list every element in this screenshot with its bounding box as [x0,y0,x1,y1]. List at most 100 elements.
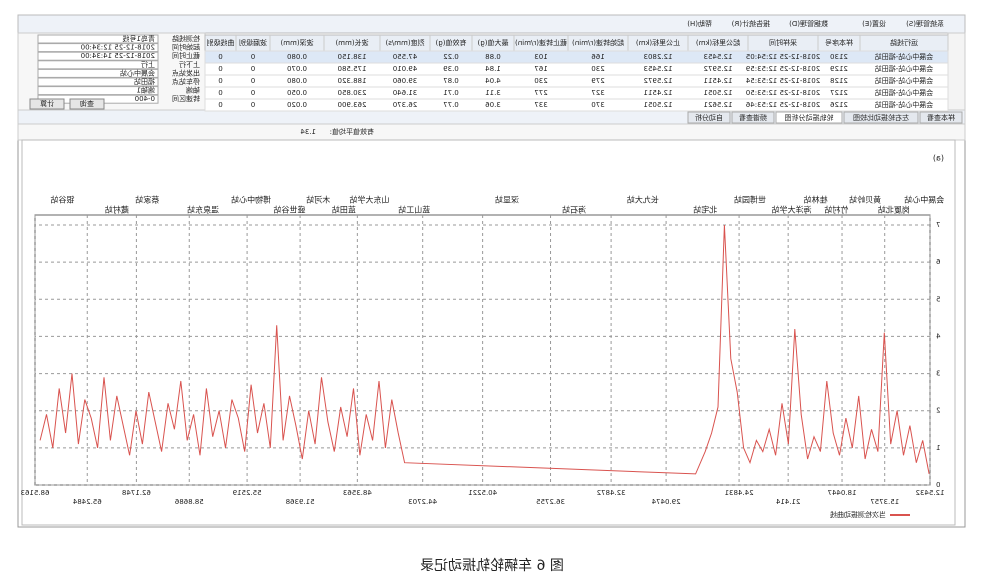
station-label: 黄贝岭站 [849,195,881,205]
tab[interactable] [919,111,963,124]
field-value: 端轴1 [137,86,155,95]
button[interactable] [69,98,105,110]
table-cell: 0.080 [287,53,307,61]
field-label: 停车站点 [172,77,200,86]
field-input[interactable] [37,86,159,96]
station-label: 桂林站 [804,195,828,205]
table-row[interactable] [204,98,949,112]
x-tick-label: 24.4831 [725,489,754,497]
table-cell: 0.050 [287,89,307,97]
field-label: 转速区间 [172,94,200,103]
tab[interactable] [687,111,731,124]
table-cell: 3.11 [485,89,501,97]
field-input[interactable] [37,43,159,53]
column-header: 起公里标(km) [696,38,741,47]
table-cell: 1.84 [485,65,501,73]
menu-item[interactable]: 数据管理(D) [789,19,828,28]
station-label: 蓝山工站 [398,205,430,215]
table-cell: 337 [534,101,547,109]
x-tick-label: 48.3563 [343,489,372,497]
tab[interactable] [775,111,843,124]
table-cell: 12.5453 [644,65,673,73]
table-cell: 0 [218,65,222,73]
tab[interactable] [843,111,919,124]
table-cell: 0 [218,53,222,61]
toolbar [17,123,966,141]
column-header: 止公里标(km) [636,38,681,47]
y-tick-label: 0 [936,481,940,489]
field-value: 会展中心站 [120,68,155,77]
legend-label: 当次检测振动曲线 [830,510,886,519]
y-tick-label: 7 [936,221,940,229]
column-header: 波长(mm) [335,38,368,47]
field-input[interactable] [37,34,159,44]
table-cell: 0.87 [443,77,459,85]
table-cell: 2127 [830,89,848,97]
y-tick-label: 5 [936,295,940,303]
x-tick-label: 58.8686 [174,498,203,506]
tab-label: 轮轨振动分析图 [785,113,834,122]
menu-item[interactable]: 帮助(H) [687,19,712,28]
panel-title: (a) [933,154,944,163]
tab-label: 自动分析 [695,113,723,122]
table-cell: 会展中心站-福田站 [875,64,934,73]
field-input[interactable] [37,60,159,70]
table-cell: 103 [534,53,547,61]
table-cell: 0 [218,89,222,97]
table-cell: 0 [218,101,222,109]
station-label: 藏村站 [105,205,129,215]
chart-panel [21,139,956,526]
menu-item[interactable]: 系统管理(S) [906,19,944,28]
x-tick-label: 55.2519 [233,489,262,497]
table-cell: 2128 [830,77,848,85]
data-line [39,224,930,475]
table-cell: 12.5972 [644,77,673,85]
x-tick-label: 29.0474 [651,498,680,506]
table-cell: 0 [251,101,255,109]
station-label: 蔡家站 [135,195,159,205]
column-header: 采样时间 [769,38,797,47]
mirrored-view: (a) 图 6 车辆轮轨振动记录 系统管理(S) 设置(E) 数据管理(D) 报告统计… [17,14,966,574]
tab[interactable] [731,111,775,124]
tab-label: 左右轮振动比较图 [853,113,909,122]
field-input[interactable] [37,77,159,87]
column-header: 样本序号 [825,38,853,47]
field-value: 上行 [141,60,155,69]
table-cell: 166 [591,53,605,61]
x-tick-label: 12.5432 [916,489,945,497]
table-cell: 4.04 [485,77,501,85]
field-label: 截止时间 [172,51,200,60]
table-cell: 26.370 [393,101,418,109]
table-cell: 0 [251,77,255,85]
x-tick-label: 32.4872 [597,489,626,497]
table-cell: 12.4511 [644,89,673,97]
column-header: 起始转速(r/min) [572,38,624,47]
station-label: 温泉东站 [187,205,219,215]
table-cell: 0 [218,77,222,85]
caption: 图 6 车辆轮轨振动记录 [420,557,564,574]
table-cell: 12.2803 [644,53,673,61]
x-tick-label: 40.5221 [468,489,497,497]
button[interactable] [29,98,65,110]
table-cell: 12.5621 [704,101,733,109]
y-tick-label: 6 [935,258,940,266]
field-input[interactable] [37,68,159,78]
menu-item[interactable]: 设置(E) [862,19,886,28]
column-header: 波深(mm) [280,38,313,47]
station-label: 博物中心站 [231,195,271,205]
column-header: 运行线路 [890,38,918,47]
menu-bar [17,14,966,34]
menu-item[interactable]: 报告统计(R) [731,19,770,28]
toolbar-label: 有效值平均值: [330,127,374,136]
table-cell: 12.5453 [704,53,733,61]
table-cell: 12.5051 [704,89,733,97]
table-cell: 327 [591,89,604,97]
button-label: 查询 [80,99,94,108]
field-value: 0-400 [135,95,155,103]
table-cell: 370 [591,101,604,109]
x-tick-label: 15.3757 [870,498,899,506]
button-label: 计算 [40,99,54,108]
field-input[interactable] [37,51,159,61]
table-cell: 2018-12-25 12:53:46 [745,101,820,109]
